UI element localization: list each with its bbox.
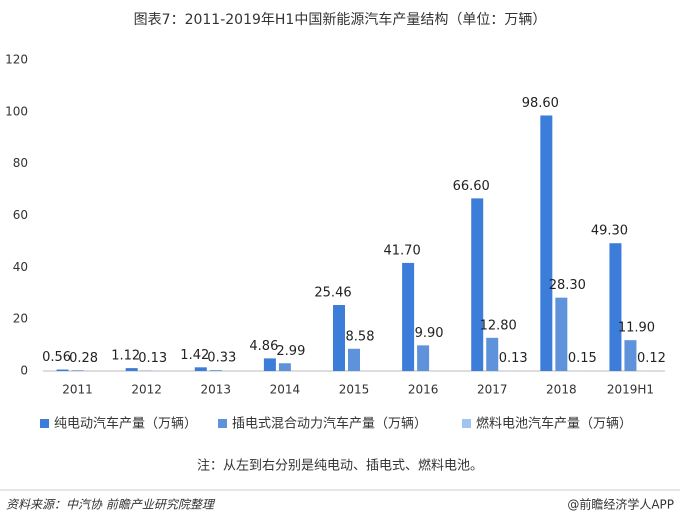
bar bbox=[348, 348, 360, 371]
value-label: 11.90 bbox=[618, 321, 655, 336]
x-tick-label: 2012 bbox=[131, 383, 162, 397]
bar bbox=[263, 358, 276, 371]
legend-label: 燃料电池汽车产量（万辆） bbox=[476, 416, 632, 432]
bar bbox=[125, 368, 138, 371]
value-label: 41.70 bbox=[384, 243, 421, 258]
legend-label: 插电式混合动力汽车产量（万辆） bbox=[232, 416, 427, 432]
bar bbox=[609, 243, 622, 371]
value-label: 28.30 bbox=[549, 278, 586, 293]
bar bbox=[333, 305, 345, 371]
source: 资料来源：中汽协 前瞻产业研究院整理 bbox=[6, 498, 216, 512]
value-label: 0.13 bbox=[138, 351, 167, 366]
value-label: 0.13 bbox=[499, 351, 528, 366]
legend-label: 纯电动汽车产量（万辆） bbox=[54, 416, 197, 432]
bar bbox=[278, 363, 291, 371]
x-tick-label: 2014 bbox=[270, 383, 301, 397]
bar bbox=[540, 115, 553, 371]
y-tick-label: 80 bbox=[13, 156, 28, 170]
legend-swatch bbox=[462, 419, 471, 428]
x-tick-label: 2017 bbox=[477, 383, 508, 397]
bar bbox=[209, 370, 222, 371]
y-tick-label: 40 bbox=[13, 260, 28, 274]
bar bbox=[471, 198, 484, 371]
legend-swatch bbox=[218, 419, 227, 428]
value-label: 0.12 bbox=[637, 351, 666, 366]
bar bbox=[555, 297, 568, 371]
value-label: 12.80 bbox=[480, 318, 517, 333]
y-tick-label: 100 bbox=[5, 104, 28, 118]
value-label: 98.60 bbox=[522, 96, 559, 111]
value-label: 2.99 bbox=[276, 344, 305, 359]
bar bbox=[624, 340, 637, 371]
bar bbox=[486, 337, 499, 371]
y-tick-label: 20 bbox=[13, 312, 28, 326]
bar bbox=[402, 262, 415, 371]
value-label: 0.56 bbox=[42, 350, 71, 365]
value-label: 49.30 bbox=[591, 224, 628, 239]
bar bbox=[194, 367, 207, 371]
value-label: 4.86 bbox=[249, 339, 278, 354]
value-label: 1.42 bbox=[180, 348, 209, 363]
value-label: 0.33 bbox=[207, 351, 236, 366]
bar bbox=[71, 370, 84, 371]
chart-title: 图表7：2011-2019年H1中国新能源汽车产量结构（单位：万辆） bbox=[134, 11, 547, 28]
value-label: 0.28 bbox=[69, 351, 98, 366]
bar bbox=[56, 369, 69, 371]
legend-swatch bbox=[40, 419, 49, 428]
value-label: 66.60 bbox=[453, 179, 490, 194]
x-tick-label: 2016 bbox=[408, 383, 439, 397]
value-label: 0.15 bbox=[568, 351, 597, 366]
value-label: 25.46 bbox=[314, 286, 351, 301]
note: 注：从左到右分别是纯电动、插电式、燃料电池。 bbox=[197, 458, 483, 474]
x-tick-label: 2019H1 bbox=[607, 383, 654, 397]
bar bbox=[417, 345, 430, 371]
y-tick-label: 0 bbox=[20, 364, 28, 378]
value-label: 9.90 bbox=[415, 326, 444, 341]
x-tick-label: 2018 bbox=[546, 383, 577, 397]
value-label: 1.12 bbox=[111, 349, 140, 364]
brand: @前瞻经济学人APP bbox=[567, 497, 674, 512]
y-tick-label: 60 bbox=[13, 208, 28, 222]
x-tick-label: 2015 bbox=[339, 383, 370, 397]
value-label: 8.58 bbox=[346, 329, 375, 344]
y-tick-label: 120 bbox=[5, 53, 28, 67]
x-tick-label: 2013 bbox=[201, 383, 232, 397]
x-tick-label: 2011 bbox=[62, 383, 93, 397]
